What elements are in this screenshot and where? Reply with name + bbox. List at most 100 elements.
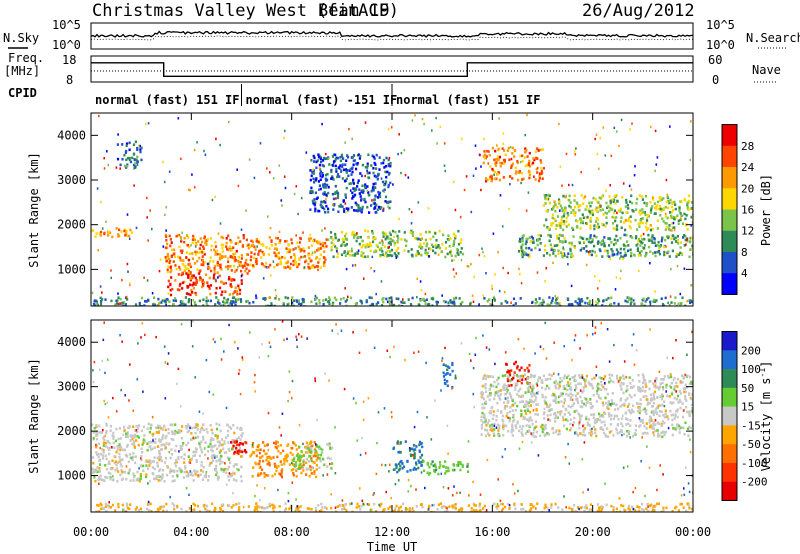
echo-cell [188, 298, 191, 301]
noise-cell [393, 235, 395, 238]
noise-cell [479, 153, 481, 157]
echo-cell [315, 265, 319, 268]
echo-cell [190, 438, 193, 441]
echo-cell [675, 385, 678, 388]
echo-cell [643, 424, 646, 428]
noise-cell [147, 239, 149, 242]
echo-cell [563, 254, 566, 257]
noise-cell [166, 254, 169, 258]
echo-cell [277, 444, 280, 448]
echo-cell [652, 424, 655, 428]
echo-cell [228, 245, 232, 249]
echo-cell [541, 386, 544, 390]
echo-cell [151, 466, 154, 469]
noise-lines [90, 30, 694, 41]
echo-cell [591, 240, 594, 244]
echo-cell [201, 278, 204, 282]
noise-cell [428, 255, 430, 258]
echo-cell [559, 240, 562, 243]
noise-cell [491, 287, 493, 291]
echo-cell [108, 460, 111, 463]
echo-cell [450, 301, 453, 304]
noise-cell [192, 298, 195, 302]
echo-cell [570, 243, 573, 247]
echo-cell [293, 457, 296, 461]
echo-cell [639, 420, 643, 423]
echo-cell [532, 241, 535, 244]
echo-cell [679, 400, 682, 403]
echo-cell [651, 205, 654, 208]
echo-cell [666, 195, 669, 199]
echo-cell [419, 242, 422, 246]
echo-cell [589, 224, 592, 228]
echo-cell [193, 454, 196, 457]
echo-cell [219, 457, 222, 461]
echo-cell [483, 156, 486, 160]
echo-cell [548, 303, 551, 306]
echo-cell [423, 299, 426, 303]
echo-cell [486, 374, 489, 378]
echo-cell [206, 299, 210, 303]
echo-cell [416, 237, 419, 241]
echo-cell [249, 263, 252, 267]
noise-cell [319, 174, 322, 178]
echo-cell [663, 375, 666, 378]
noise-cell [342, 200, 345, 203]
echo-cell [212, 274, 216, 277]
echo-cell [529, 404, 533, 407]
echo-cell [286, 454, 289, 457]
echo-cell [654, 429, 657, 433]
noise-cell [324, 227, 326, 230]
echo-cell [634, 424, 638, 427]
echo-cell [517, 171, 520, 174]
echo-cell [582, 202, 585, 205]
freq-tick-bottom: 8 [66, 73, 73, 87]
echo-cell [300, 248, 303, 251]
echo-cell [484, 419, 487, 423]
echo-cell [662, 197, 665, 200]
echo-cell [216, 478, 220, 481]
echo-cell [339, 155, 342, 159]
echo-cell [550, 408, 553, 411]
echo-cell [447, 469, 450, 473]
echo-cell [675, 255, 678, 258]
echo-cell [434, 465, 437, 469]
echo-cell [502, 158, 506, 162]
echo-cell [532, 400, 535, 404]
noise-cell [198, 272, 201, 275]
noise-cell [587, 250, 590, 254]
echo-cell [240, 300, 243, 304]
power-colorbar-label: Power [dB] [759, 174, 773, 246]
echo-cell [495, 392, 499, 395]
echo-cell [638, 225, 641, 228]
echo-cell [279, 260, 282, 263]
echo-cell [200, 428, 203, 431]
echo-cell [257, 240, 260, 244]
echo-cell [235, 268, 238, 272]
echo-cell [166, 473, 169, 477]
echo-cell [330, 248, 333, 252]
echo-cell [488, 398, 491, 402]
echo-cell [187, 267, 190, 271]
echo-cell [569, 201, 572, 204]
echo-cell [397, 462, 400, 466]
echo-cell [106, 440, 109, 443]
echo-cell [119, 302, 122, 305]
echo-cell [510, 428, 513, 432]
echo-cell [324, 173, 327, 177]
echo-cell [297, 302, 300, 305]
echo-cell [486, 395, 489, 398]
echo-cell [214, 245, 218, 248]
echo-cell [158, 429, 161, 433]
echo-cell [381, 240, 384, 244]
echo-cell [161, 475, 164, 479]
echo-cell [295, 263, 298, 266]
echo-cell [615, 403, 618, 407]
echo-cell [521, 159, 524, 163]
echo-cell [168, 300, 171, 303]
echo-cell [194, 424, 197, 428]
echo-cell [545, 197, 548, 201]
echo-cell [583, 397, 587, 400]
noise-cell [214, 195, 216, 198]
